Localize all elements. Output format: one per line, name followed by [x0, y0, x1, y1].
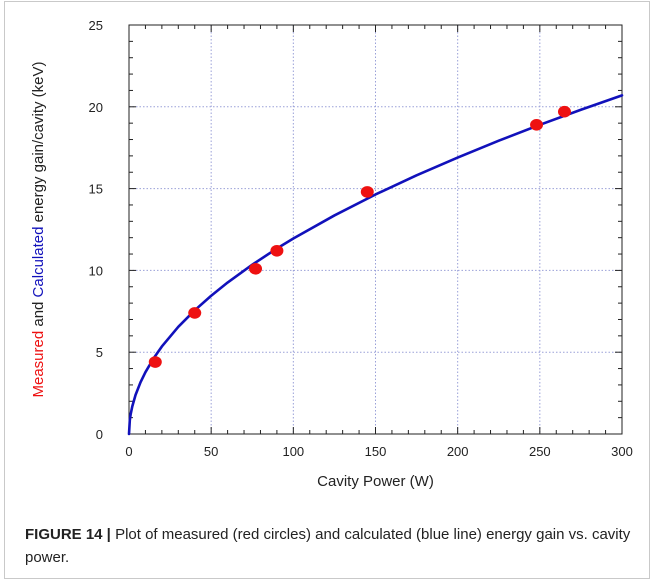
- x-tick-label: 100: [282, 444, 304, 459]
- x-tick-label: 300: [611, 444, 633, 459]
- measured-series: [148, 105, 571, 368]
- measured-point: [557, 105, 571, 118]
- y-tick-label: 10: [89, 263, 103, 278]
- x-tick-label: 200: [447, 444, 469, 459]
- y-tick-label: 5: [96, 345, 103, 360]
- measured-point: [530, 118, 544, 131]
- y-tick-label: 20: [89, 100, 103, 115]
- y-tick-label: 15: [89, 182, 103, 197]
- measured-point: [270, 244, 284, 257]
- measured-point: [360, 186, 374, 198]
- figure-caption-text: Plot of measured (red circles) and calcu…: [25, 526, 631, 566]
- figure-caption: FIGURE 14 | Plot of measured (red circle…: [25, 523, 635, 569]
- calculated-line: [127, 94, 624, 436]
- axis-ticks: 0 50 100 150 200 250 300 0 5 10 15 20 25: [89, 18, 633, 459]
- y-axis-title-part: Calculated: [30, 227, 47, 298]
- figure-panel: 0 50 100 150 200 250 300 0 5 10 15 20 25 Cavity Powe…: [4, 1, 650, 579]
- x-tick-label: 50: [204, 444, 218, 459]
- figure-label: FIGURE 14 |: [25, 526, 111, 543]
- measured-point: [249, 262, 263, 275]
- x-tick-label: 0: [125, 444, 132, 459]
- y-axis-title-part: energy gain/cavity (keV): [30, 61, 47, 226]
- y-tick-label: 25: [89, 18, 103, 33]
- x-tick-label: 150: [365, 444, 387, 459]
- y-axis-title-part: Measured: [30, 331, 47, 398]
- x-axis-title: Cavity Power (W): [317, 473, 434, 490]
- measured-point: [148, 356, 162, 368]
- measured-point: [188, 307, 202, 319]
- calculated-series: [127, 94, 624, 436]
- y-axis-title: Measured and Calculated energy gain/cavi…: [30, 61, 47, 397]
- y-tick-label: 0: [96, 427, 103, 442]
- energy-gain-chart: 0 50 100 150 200 250 300 0 5 10 15 20 25 Cavity Powe…: [30, 18, 633, 490]
- y-axis-title-part: and: [30, 297, 47, 330]
- x-tick-label: 250: [529, 444, 551, 459]
- grid: [129, 25, 622, 434]
